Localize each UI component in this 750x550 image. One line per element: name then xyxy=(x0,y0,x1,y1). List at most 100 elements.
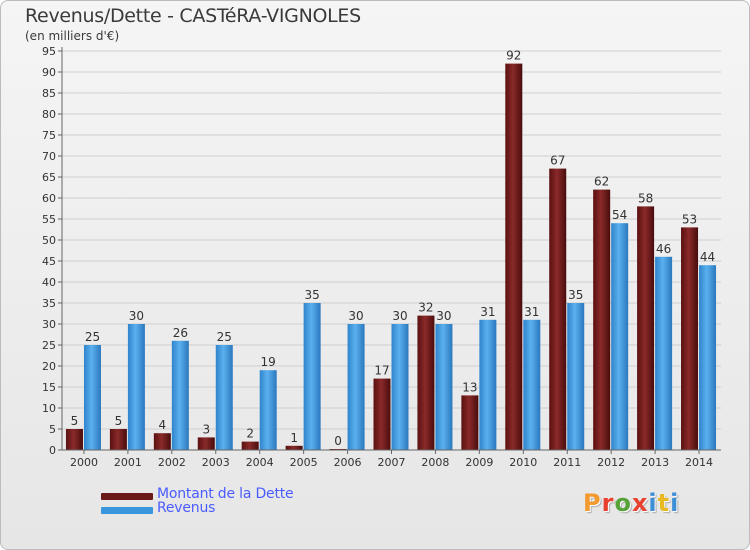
data-label-dette: 2 xyxy=(246,427,254,441)
data-label-dette: 58 xyxy=(638,191,653,205)
legend-label-dette: Montant de la Dette xyxy=(157,486,294,502)
y-tick-label: 15 xyxy=(42,381,56,394)
bar-dette xyxy=(593,189,611,450)
data-label-dette: 62 xyxy=(594,175,609,189)
bar-dette xyxy=(153,433,171,450)
axes xyxy=(61,47,721,451)
data-label-dette: 53 xyxy=(682,212,697,226)
bar-dette xyxy=(241,441,259,450)
x-tick-label: 2002 xyxy=(158,456,186,469)
x-tick-label: 2008 xyxy=(421,456,449,469)
data-label-dette: 5 xyxy=(115,414,123,428)
x-tick-label: 2004 xyxy=(246,456,274,469)
logo-letter: o xyxy=(614,489,632,517)
y-tick-label: 45 xyxy=(42,255,56,268)
y-tick-label: 90 xyxy=(42,66,56,79)
y-tick-label: 25 xyxy=(42,339,56,352)
chart-title: Revenus/Dette - CASTéRA-VIGNOLES xyxy=(25,5,361,27)
proxiti-logo: Proxiti xyxy=(583,489,679,517)
bar-revenus xyxy=(479,319,497,450)
y-tick-label: 75 xyxy=(42,129,56,142)
data-label-revenus: 25 xyxy=(217,330,232,344)
y-tick-label: 5 xyxy=(49,423,56,436)
bar-revenus xyxy=(83,345,101,450)
x-tick-label: 2000 xyxy=(70,456,98,469)
y-axis-ticks: 0 5 10 15 20 25 30 35 40 45 50 55 60 65 70 75 80 85 90 95 xyxy=(42,45,62,457)
bar-dette xyxy=(197,437,215,450)
y-tick-label: 60 xyxy=(42,192,56,205)
y-tick-label: 80 xyxy=(42,108,56,121)
bar-revenus xyxy=(611,223,629,450)
data-label-revenus: 35 xyxy=(568,288,583,302)
bar-revenus xyxy=(699,265,717,450)
bar-revenus xyxy=(215,345,233,450)
y-tick-label: 10 xyxy=(42,402,56,415)
data-label-dette: 4 xyxy=(159,418,167,432)
y-tick-label: 40 xyxy=(42,276,56,289)
bar-dette xyxy=(373,378,391,450)
data-label-dette: 1 xyxy=(290,431,298,445)
x-tick-label: 2011 xyxy=(553,456,581,469)
bars xyxy=(65,63,717,450)
data-label-revenus: 44 xyxy=(700,250,715,264)
x-tick-label: 2007 xyxy=(378,456,406,469)
data-label-revenus: 31 xyxy=(480,305,495,319)
legend-label-revenus: Revenus xyxy=(157,500,216,516)
logo-letter: i xyxy=(648,489,658,517)
bar-revenus xyxy=(655,256,673,450)
legend-swatch-revenus xyxy=(101,507,153,514)
logo-letter: i xyxy=(670,489,680,517)
legend-swatch-dette xyxy=(101,493,153,500)
logo-letter: t xyxy=(657,489,671,517)
y-tick-label: 55 xyxy=(42,213,56,226)
bar-revenus xyxy=(347,324,365,450)
bar-dette xyxy=(505,63,523,450)
y-tick-label: 50 xyxy=(42,234,56,247)
x-tick-label: 2003 xyxy=(202,456,230,469)
x-axis-ticks: 2000 2001 2002 2003 2004 2005 2006 2007 2008 2009… xyxy=(70,450,713,469)
bar-revenus xyxy=(391,324,409,450)
data-label-dette: 0 xyxy=(334,434,342,448)
bar-dette xyxy=(549,168,567,450)
bar-revenus xyxy=(303,303,321,450)
data-label-dette: 5 xyxy=(71,414,79,428)
chart-subtitle: (en milliers d'€) xyxy=(25,29,120,43)
data-label-revenus: 30 xyxy=(348,309,363,323)
bar-dette xyxy=(461,395,479,450)
bar-revenus xyxy=(171,340,189,450)
bar-revenus xyxy=(435,324,453,450)
data-label-revenus: 46 xyxy=(656,242,671,256)
y-tick-label: 20 xyxy=(42,360,56,373)
bar-dette xyxy=(285,445,303,450)
bar-revenus xyxy=(523,319,541,450)
x-tick-label: 2012 xyxy=(597,456,625,469)
bar-dette xyxy=(65,429,83,450)
data-label-revenus: 30 xyxy=(392,309,407,323)
data-label-dette: 92 xyxy=(506,49,521,63)
y-tick-label: 65 xyxy=(42,171,56,184)
data-label-revenus: 30 xyxy=(129,309,144,323)
data-labels: 5255304263252191350301730323013319231673… xyxy=(71,49,716,448)
bar-revenus xyxy=(127,324,145,450)
y-tick-label: 95 xyxy=(42,45,56,58)
data-label-revenus: 19 xyxy=(261,355,276,369)
bar-revenus xyxy=(567,303,585,450)
bar-dette xyxy=(637,206,655,450)
data-label-dette: 3 xyxy=(202,422,210,436)
bar-dette xyxy=(109,429,127,450)
data-label-revenus: 25 xyxy=(85,330,100,344)
x-tick-label: 2005 xyxy=(290,456,318,469)
data-label-revenus: 31 xyxy=(524,305,539,319)
data-label-dette: 67 xyxy=(550,154,565,168)
x-tick-label: 2014 xyxy=(685,456,713,469)
data-label-dette: 17 xyxy=(374,364,389,378)
data-label-revenus: 35 xyxy=(304,288,319,302)
data-label-dette: 32 xyxy=(418,301,433,315)
bar-revenus xyxy=(259,370,277,450)
data-label-revenus: 26 xyxy=(173,326,188,340)
y-tick-label: 30 xyxy=(42,318,56,331)
y-tick-label: 70 xyxy=(42,150,56,163)
x-tick-label: 2009 xyxy=(465,456,493,469)
